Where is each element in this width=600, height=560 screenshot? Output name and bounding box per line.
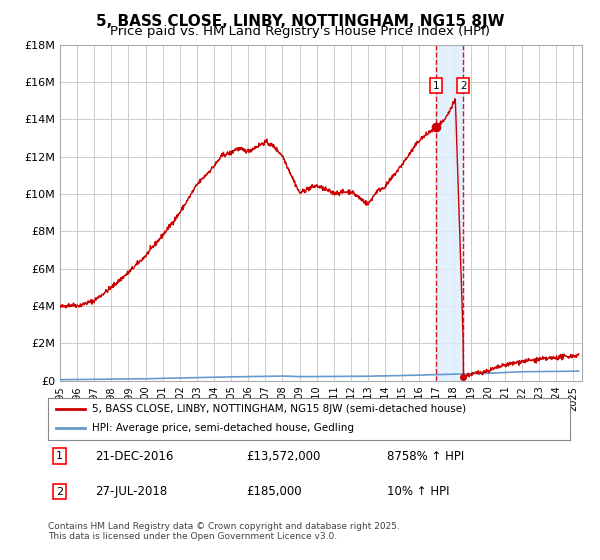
Text: 27-JUL-2018: 27-JUL-2018 xyxy=(95,485,167,498)
Text: 10% ↑ HPI: 10% ↑ HPI xyxy=(388,485,450,498)
Text: HPI: Average price, semi-detached house, Gedling: HPI: Average price, semi-detached house,… xyxy=(92,423,355,433)
Text: 5, BASS CLOSE, LINBY, NOTTINGHAM, NG15 8JW: 5, BASS CLOSE, LINBY, NOTTINGHAM, NG15 8… xyxy=(96,14,504,29)
Text: Price paid vs. HM Land Registry's House Price Index (HPI): Price paid vs. HM Land Registry's House … xyxy=(110,25,490,38)
Text: 21-DEC-2016: 21-DEC-2016 xyxy=(95,450,173,463)
Text: 2: 2 xyxy=(460,81,467,91)
Text: £185,000: £185,000 xyxy=(247,485,302,498)
Text: 1: 1 xyxy=(433,81,439,91)
Text: 1: 1 xyxy=(56,451,63,461)
Text: 2: 2 xyxy=(56,487,63,497)
Bar xyxy=(436,45,463,381)
Text: Contains HM Land Registry data © Crown copyright and database right 2025.
This d: Contains HM Land Registry data © Crown c… xyxy=(48,522,400,542)
Text: 8758% ↑ HPI: 8758% ↑ HPI xyxy=(388,450,464,463)
Text: £13,572,000: £13,572,000 xyxy=(247,450,321,463)
Text: 5, BASS CLOSE, LINBY, NOTTINGHAM, NG15 8JW (semi-detached house): 5, BASS CLOSE, LINBY, NOTTINGHAM, NG15 8… xyxy=(92,404,466,414)
